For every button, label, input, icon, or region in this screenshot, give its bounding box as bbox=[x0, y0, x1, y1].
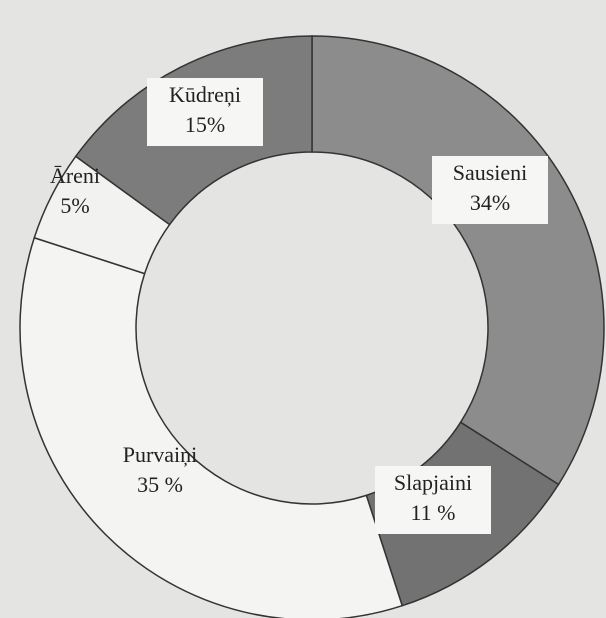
category-label: Sausieni bbox=[453, 160, 528, 185]
label-box bbox=[432, 156, 548, 224]
category-label: Purvaiņi bbox=[123, 442, 198, 467]
value-label: 35 % bbox=[137, 472, 183, 497]
value-label: 11 % bbox=[410, 500, 455, 525]
value-label: 15% bbox=[185, 112, 225, 137]
value-label: 34% bbox=[470, 190, 510, 215]
category-label: Slapjaini bbox=[394, 470, 472, 495]
label-box bbox=[147, 78, 263, 146]
label-box bbox=[375, 466, 491, 534]
labels: Sausieni 34% Slapjaini 11 % Purvaiņi 35 % Āren… bbox=[50, 78, 548, 534]
category-label: Kūdreņi bbox=[169, 82, 241, 107]
value-label: 5% bbox=[60, 193, 89, 218]
donut-slice bbox=[19, 236, 404, 618]
category-label: Āreni bbox=[50, 163, 100, 188]
donut-slice bbox=[311, 35, 605, 486]
